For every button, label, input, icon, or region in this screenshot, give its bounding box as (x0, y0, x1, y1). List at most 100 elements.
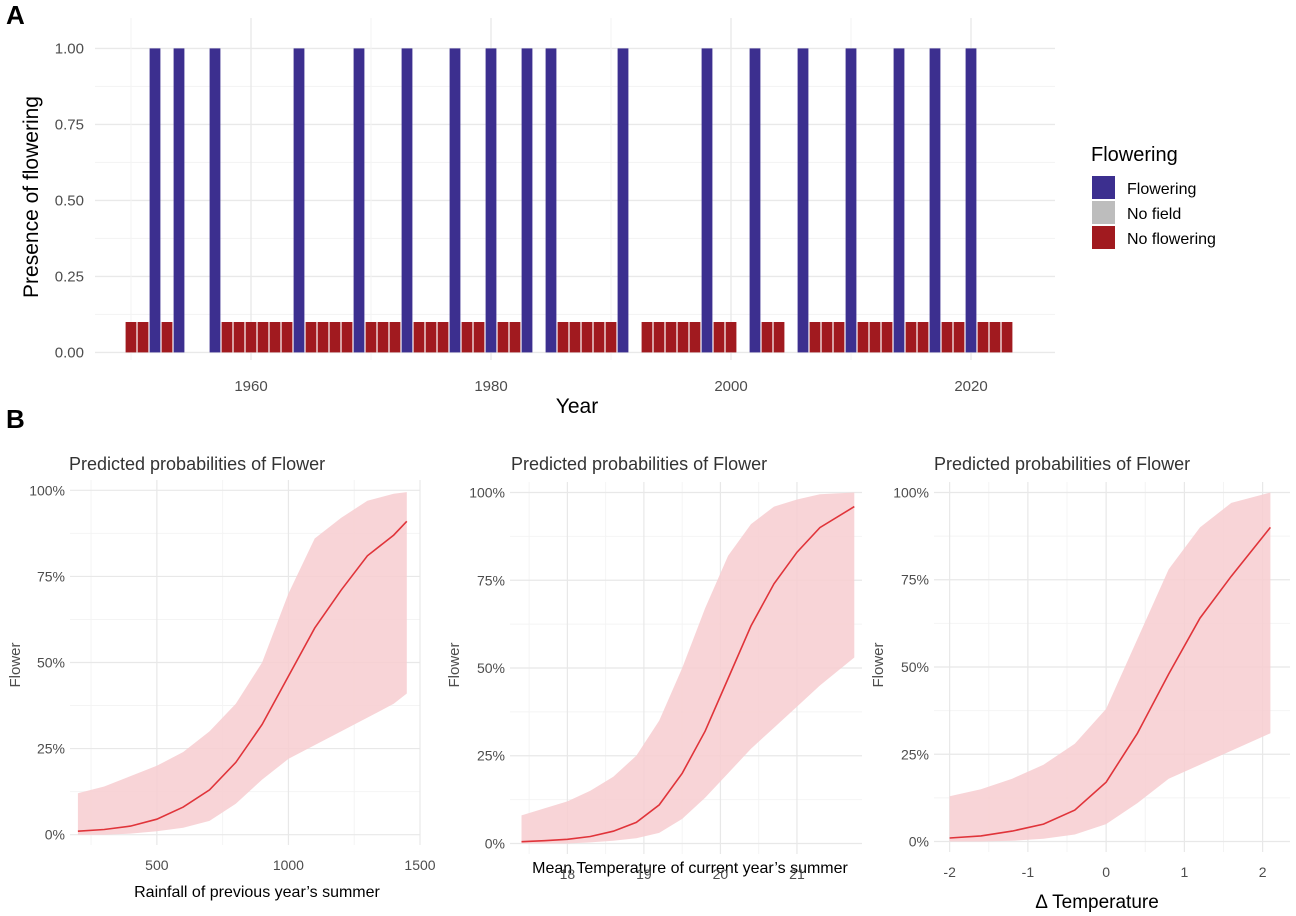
y-tick-label: 100% (29, 482, 65, 498)
bar-no-flowering-1995 (665, 322, 677, 353)
legend: Flowering Flowering No field No flowerin… (1091, 144, 1216, 249)
y-tick-label: 0.25 (55, 268, 84, 285)
x-tick-label: 2020 (954, 378, 987, 395)
x-tick-label: 21 (789, 866, 805, 882)
legend-label-no-field: No field (1127, 206, 1181, 223)
x-tick-label: 500 (145, 857, 169, 873)
bar-flowering-1954 (173, 48, 185, 353)
x-tick-label: 0 (1102, 864, 1110, 880)
bar-no-flowering-2023 (1001, 322, 1013, 353)
bar-flowering-1980 (485, 48, 497, 353)
panel-b2-x-axis-title: Mean Temperature of current year’s summe… (532, 860, 848, 877)
bar-no-flowering-1971 (377, 322, 389, 353)
bar-flowering-1973 (401, 48, 413, 353)
predicted-probability-line (521, 505, 855, 843)
bar-flowering-2017 (929, 48, 941, 353)
bar-no-flowering-1975 (425, 322, 437, 353)
panel-b3-title: Predicted probabilities of Flower (934, 454, 1190, 474)
bar-flowering-1991 (617, 48, 629, 353)
bar-flowering-2006 (797, 48, 809, 353)
panel-a-x-axis-title: Year (556, 395, 598, 418)
x-tick-label: 1960 (234, 378, 267, 395)
panel-a-gridlines (95, 18, 1055, 360)
x-tick-label: -2 (943, 864, 956, 880)
predicted-probability-line (949, 526, 1272, 839)
legend-label-no-flowering: No flowering (1127, 231, 1216, 248)
y-tick-label: 0.00 (55, 344, 84, 361)
bar-no-flowering-1993 (641, 322, 653, 353)
panel-b1-title: Predicted probabilities of Flower (69, 454, 325, 474)
confidence-band (521, 492, 855, 844)
bar-no-flowering-1974 (413, 322, 425, 353)
bar-no-flowering-2022 (989, 322, 1001, 353)
x-tick-label: 19 (636, 866, 652, 882)
bar-no-flowering-2003 (761, 322, 773, 353)
panel-b2-y-axis-title: Flower (446, 642, 463, 687)
panel-a-bars (125, 48, 1013, 353)
y-tick-label: 1.00 (55, 40, 84, 57)
x-tick-label: -1 (1022, 864, 1035, 880)
legend-swatch-no-field (1092, 201, 1115, 224)
bar-no-flowering-1961 (257, 322, 269, 353)
panel-b3-x-axis-title: Δ Temperature (1035, 892, 1159, 913)
panel-a: A 0.000.250.500.751.00 1960 1980 2000 2020 … (6, 0, 1216, 418)
y-tick-label: 75% (477, 572, 505, 588)
y-tick-label: 100% (893, 484, 929, 500)
x-tick-label: 18 (560, 866, 576, 882)
bar-flowering-1983 (521, 48, 533, 353)
bar-no-flowering-1970 (365, 322, 377, 353)
x-tick-label: 1980 (474, 378, 507, 395)
panel-a-y-axis-title: Presence of flowering (20, 96, 43, 298)
bar-no-flowering-2019 (953, 322, 965, 353)
x-tick-label: 1500 (404, 857, 435, 873)
bar-flowering-1969 (353, 48, 365, 353)
bar-no-flowering-2018 (941, 322, 953, 353)
bar-flowering-2014 (893, 48, 905, 353)
legend-label-flowering: Flowering (1127, 181, 1196, 198)
bar-no-flowering-2015 (905, 322, 917, 353)
bar-flowering-1977 (449, 48, 461, 353)
y-tick-label: 50% (901, 659, 929, 675)
bar-flowering-1998 (701, 48, 713, 353)
bar-no-flowering-1989 (593, 322, 605, 353)
y-tick-label: 50% (37, 655, 65, 671)
panel-letter-b: B (6, 404, 25, 434)
y-tick-label: 25% (901, 746, 929, 762)
bar-no-flowering-1966 (317, 322, 329, 353)
bar-no-flowering-2009 (833, 322, 845, 353)
y-tick-label: 75% (901, 572, 929, 588)
y-tick-label: 100% (469, 485, 505, 501)
bar-no-flowering-2004 (773, 322, 785, 353)
y-tick-label: 0% (45, 827, 65, 843)
y-tick-label: 0% (485, 835, 505, 851)
bar-no-flowering-1951 (137, 322, 149, 353)
panel-a-y-tick-labels: 0.00 0.25 0.50 0.75 1.00 (55, 40, 84, 361)
bar-no-flowering-1994 (653, 322, 665, 353)
bar-no-flowering-1990 (605, 322, 617, 353)
bar-no-flowering-2021 (977, 322, 989, 353)
bar-no-flowering-1965 (305, 322, 317, 353)
x-tick-label: 2000 (714, 378, 747, 395)
panel-b1-y-axis-title: Flower (7, 642, 24, 687)
panel-b-delta-temperature: Predicted probabilities of Flower Flower… (870, 454, 1290, 913)
bar-flowering-2010 (845, 48, 857, 353)
y-tick-label: 0.75 (55, 116, 84, 133)
legend-swatch-no-flowering (1092, 226, 1115, 249)
bar-no-flowering-1972 (389, 322, 401, 353)
bar-flowering-1985 (545, 48, 557, 353)
bar-no-flowering-1950 (125, 322, 137, 353)
bar-no-flowering-1981 (497, 322, 509, 353)
bar-no-flowering-1979 (473, 322, 485, 353)
bar-flowering-1957 (209, 48, 221, 353)
y-tick-label: 50% (477, 660, 505, 676)
y-tick-label: 25% (477, 748, 505, 764)
panel-b2-title: Predicted probabilities of Flower (511, 454, 767, 474)
bar-no-flowering-1953 (161, 322, 173, 353)
panel-a-x-tick-labels: 1960 1980 2000 2020 (234, 378, 987, 395)
bar-no-flowering-1988 (581, 322, 593, 353)
bar-no-flowering-1968 (341, 322, 353, 353)
x-tick-label: 1 (1180, 864, 1188, 880)
y-tick-label: 0% (909, 834, 929, 850)
y-tick-label: 75% (37, 568, 65, 584)
legend-title: Flowering (1091, 144, 1178, 166)
